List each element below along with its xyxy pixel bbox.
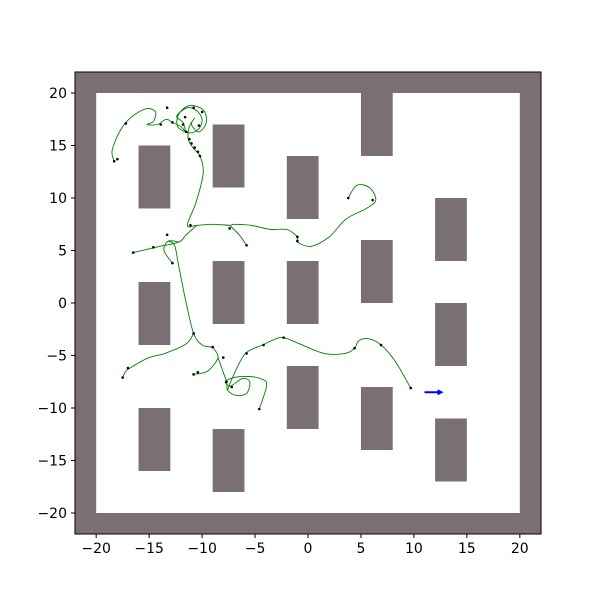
waypoint-5 <box>159 123 163 126</box>
waypoint-28 <box>192 332 195 335</box>
obstacle-10 <box>138 282 171 345</box>
waypoint-7 <box>200 110 204 114</box>
x-tick-label: −15 <box>134 541 164 557</box>
plot-area <box>75 72 541 534</box>
obstacle-8 <box>435 198 467 261</box>
x-axis-ticks: −20 −15 −10 −5 0 5 10 15 20 <box>81 534 529 557</box>
robot-layer <box>424 389 444 396</box>
waypoint-42 <box>409 386 413 390</box>
obstacle-18 <box>212 429 245 492</box>
waypoint-22 <box>346 196 350 200</box>
waypoint-27 <box>171 261 174 265</box>
waypoint-16 <box>198 154 202 158</box>
waypoint-9 <box>181 123 185 126</box>
y-tick-label: 5 <box>58 244 67 260</box>
obstacle-12 <box>286 261 319 324</box>
waypoint-32 <box>196 371 200 374</box>
obstacle-7 <box>286 156 319 219</box>
waypoint-30 <box>221 356 225 359</box>
waypoint-29 <box>211 345 214 349</box>
waypoint-1 <box>116 157 119 161</box>
waypoint-38 <box>262 343 265 347</box>
waypoint-40 <box>353 346 356 350</box>
waypoint-8 <box>183 115 187 119</box>
x-tick-label: 15 <box>458 541 476 557</box>
obstacles-layer <box>75 72 541 534</box>
obstacle-15 <box>360 387 393 450</box>
waypoint-35 <box>225 380 228 384</box>
path-branch-4 <box>122 333 194 378</box>
waypoint-37 <box>245 352 248 355</box>
x-tick-label: −10 <box>187 541 217 557</box>
obstacle-3 <box>519 93 541 513</box>
waypoint-34 <box>126 366 130 370</box>
obstacle-17 <box>138 408 171 471</box>
obstacle-9 <box>360 240 393 303</box>
y-tick-label: 20 <box>49 86 67 102</box>
obstacle-16 <box>435 418 467 482</box>
x-tick-label: −5 <box>245 541 266 557</box>
waypoint-3 <box>165 106 169 109</box>
obstacle-13 <box>435 303 467 366</box>
path-branch-3 <box>167 240 213 348</box>
waypoint-2 <box>124 122 128 125</box>
x-tick-label: 10 <box>405 541 423 557</box>
waypoint-39 <box>282 336 285 339</box>
waypoint-43 <box>257 407 261 411</box>
y-tick-label: 0 <box>58 296 67 312</box>
waypoint-18 <box>228 227 231 230</box>
waypoint-24 <box>131 251 135 254</box>
x-tick-label: 20 <box>511 541 529 557</box>
waypoint-23 <box>371 198 374 202</box>
y-tick-label: 15 <box>49 139 67 155</box>
x-tick-label: 5 <box>356 541 365 557</box>
waypoint-21 <box>296 239 299 243</box>
waypoints-layer <box>112 106 413 411</box>
waypoint-25 <box>152 246 155 249</box>
waypoint-20 <box>296 235 299 239</box>
path-branch-0 <box>229 224 247 246</box>
waypoint-13 <box>190 142 193 145</box>
obstacle-4 <box>360 93 393 156</box>
path-branch-7 <box>227 336 412 391</box>
obstacle-5 <box>138 145 171 209</box>
path-layer <box>111 105 377 247</box>
path-main <box>111 105 377 247</box>
obstacle-1 <box>75 513 541 534</box>
y-tick-label: −20 <box>37 506 67 522</box>
y-tick-label: −15 <box>37 454 67 470</box>
obstacle-6 <box>212 124 245 188</box>
branches-layer <box>122 224 412 410</box>
x-tick-label: 0 <box>304 541 313 557</box>
waypoint-31 <box>192 373 195 376</box>
y-tick-label: −10 <box>37 401 67 417</box>
waypoint-15 <box>196 150 200 154</box>
waypoint-19 <box>245 243 248 247</box>
obstacle-11 <box>212 261 245 324</box>
waypoint-33 <box>121 376 124 379</box>
path-branch-2 <box>163 240 179 264</box>
x-tick-label: −20 <box>81 541 111 557</box>
waypoint-10 <box>197 124 201 127</box>
y-axis-ticks: −20 −15 −10 −5 0 5 10 15 20 <box>37 86 75 522</box>
waypoint-12 <box>188 137 191 141</box>
path-branch-6 <box>217 357 268 410</box>
waypoint-4 <box>171 121 174 124</box>
obstacle-0 <box>75 72 541 93</box>
y-tick-label: 10 <box>49 191 67 207</box>
waypoint-36 <box>230 385 234 389</box>
waypoint-17 <box>189 224 192 227</box>
waypoint-26 <box>165 233 169 237</box>
path-branch-5 <box>193 346 219 375</box>
waypoint-6 <box>192 106 195 109</box>
obstacle-14 <box>286 366 319 429</box>
waypoint-41 <box>379 343 383 347</box>
waypoint-14 <box>193 146 196 149</box>
obstacle-2 <box>75 93 97 513</box>
robot-heading-arrowhead <box>437 389 444 396</box>
y-tick-label: −5 <box>46 349 67 365</box>
waypoint-11 <box>184 130 188 134</box>
waypoint-0 <box>112 159 116 163</box>
